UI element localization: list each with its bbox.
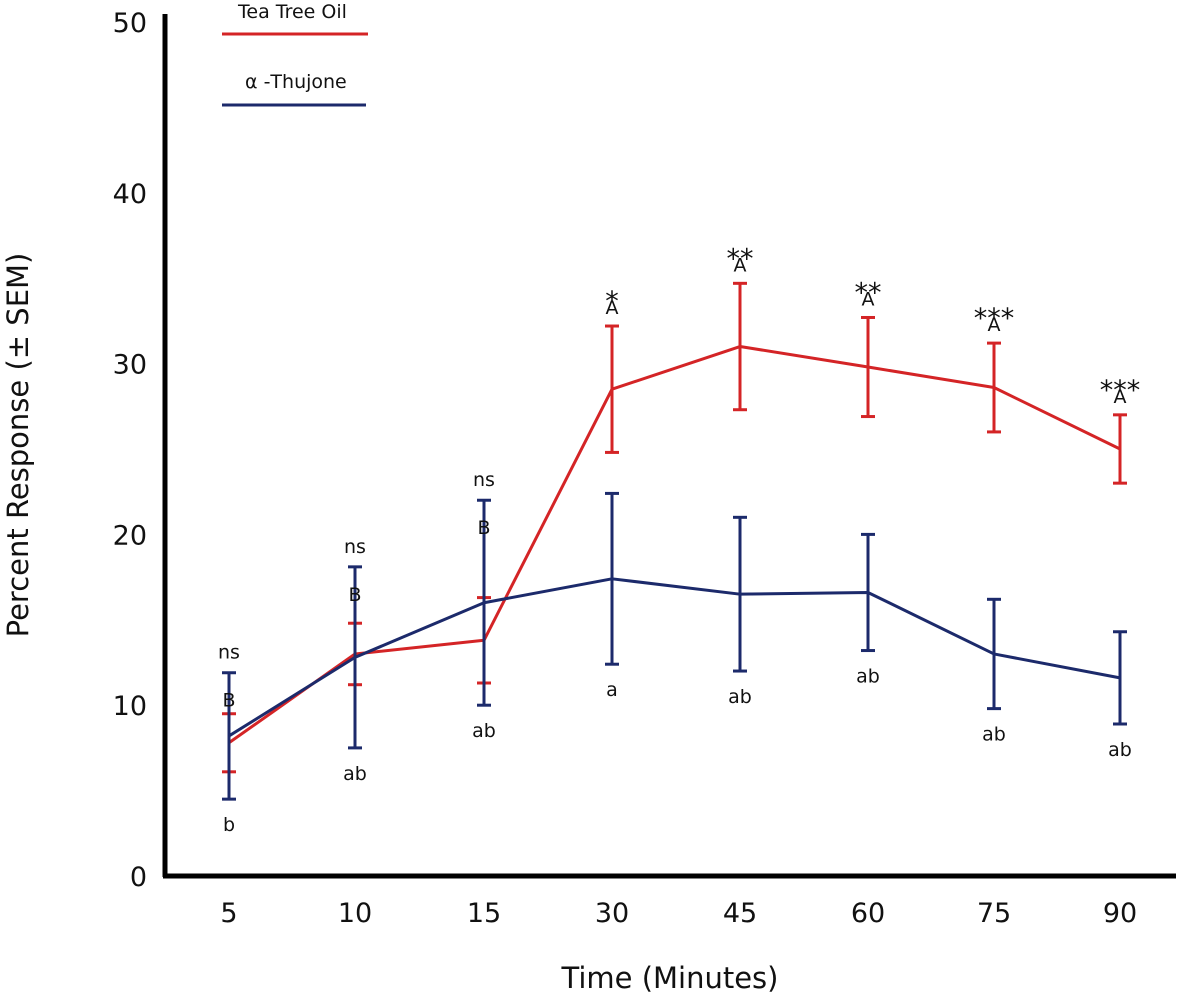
- legend-label-tea-tree-oil: Tea Tree Oil: [237, 1, 347, 23]
- y-tick-labels: 0 10 20 30 40 50: [113, 8, 147, 893]
- legend: Tea Tree Oil α -Thujone: [222, 1, 368, 107]
- y-tick-label: 40: [113, 179, 147, 210]
- axes: [162, 14, 1176, 879]
- group-label-tea-tree-oil: A: [1114, 386, 1127, 408]
- series-alpha-thujone: [222, 491, 1127, 801]
- y-tick-label: 10: [113, 691, 147, 722]
- series-line: [228, 577, 1121, 738]
- significance-marker: ns: [473, 469, 495, 491]
- y-tick-label: 50: [113, 8, 147, 39]
- legend-label-alpha-thujone: α -Thujone: [245, 71, 347, 93]
- significance-marker: **: [727, 243, 754, 274]
- significance-marker: ***: [974, 303, 1015, 334]
- x-tick-label: 60: [851, 898, 885, 929]
- x-tick-label: 30: [595, 898, 629, 929]
- group-label-alpha-thujone: ab: [343, 763, 367, 785]
- group-label-tea-tree-oil: B: [348, 584, 361, 606]
- x-tick-label: 75: [977, 898, 1011, 929]
- significance-marker: *: [605, 286, 619, 317]
- y-tick-label: 30: [113, 350, 147, 381]
- y-axis-title: Percent Response (± SEM): [1, 253, 35, 638]
- group-label-tea-tree-oil: A: [988, 314, 1001, 336]
- group-label-tea-tree-oil: A: [862, 288, 875, 310]
- group-label-alpha-thujone: ab: [728, 686, 752, 708]
- group-label-tea-tree-oil: B: [477, 517, 490, 539]
- group-label-alpha-thujone: ab: [1108, 739, 1132, 761]
- group-label-alpha-thujone: ab: [472, 720, 496, 742]
- significance-marker: **: [855, 277, 882, 308]
- x-tick-label: 10: [338, 898, 372, 929]
- series-line: [228, 345, 1121, 745]
- x-tick-label: 90: [1103, 898, 1137, 929]
- x-tick-label: 5: [220, 898, 237, 929]
- significance-marker: ***: [1100, 375, 1141, 406]
- group-label-tea-tree-oil: B: [222, 690, 235, 712]
- group-label-tea-tree-oil: A: [606, 297, 619, 319]
- significance-marker: ns: [218, 642, 240, 664]
- significance-marker: ns: [344, 536, 366, 558]
- x-axis-title: Time (Minutes): [561, 961, 779, 995]
- x-tick-label: 15: [467, 898, 501, 929]
- y-tick-label: 20: [113, 520, 147, 551]
- group-label-alpha-thujone: ab: [856, 666, 880, 688]
- group-label-alpha-thujone: ab: [982, 724, 1006, 746]
- x-tick-labels: 5 10 15 30 45 60 75 90: [220, 898, 1137, 929]
- group-label-alpha-thujone: a: [606, 679, 618, 701]
- series-layer: [222, 281, 1127, 801]
- series-tea-tree-oil: [222, 281, 1127, 774]
- y-tick-label: 0: [130, 862, 147, 893]
- x-tick-label: 45: [723, 898, 757, 929]
- group-label-alpha-thujone: b: [223, 814, 235, 836]
- group-label-tea-tree-oil: A: [734, 254, 747, 276]
